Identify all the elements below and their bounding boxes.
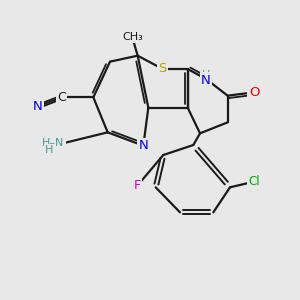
Text: H: H [45,145,53,155]
Text: CH₃: CH₃ [122,32,143,42]
Text: S: S [158,62,167,76]
Text: H–N: H–N [42,138,64,148]
Text: Cl: Cl [248,175,260,188]
Text: N: N [32,100,42,113]
Text: N: N [201,74,211,86]
Text: H: H [202,70,210,80]
Text: C: C [57,91,66,104]
Text: N: N [139,139,148,152]
Text: F: F [134,179,141,192]
Text: O: O [249,86,259,99]
